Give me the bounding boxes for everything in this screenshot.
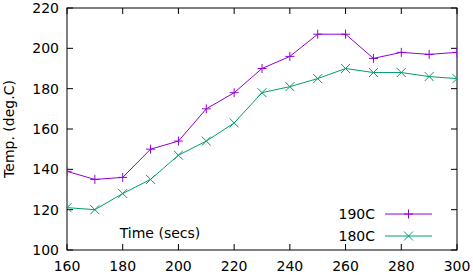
x-tick-mirror	[401, 8, 402, 14]
y-tick	[67, 129, 73, 130]
chart: 160 180 200 220 240 260 280 300 100 120 140 160 180 2…	[0, 0, 473, 278]
x-tick-label: 260	[332, 258, 359, 274]
x-tick-label: 240	[276, 258, 303, 274]
point	[313, 30, 322, 39]
point	[258, 88, 267, 97]
point	[146, 175, 155, 184]
y-tick	[67, 169, 73, 170]
x-tick-mirror	[178, 8, 179, 14]
plot-data	[67, 30, 457, 214]
point	[118, 173, 127, 182]
point	[118, 189, 127, 198]
legend-marker	[404, 232, 413, 241]
series-line	[67, 34, 457, 179]
x-tick-label: 220	[221, 258, 248, 274]
x-tick-label: 280	[388, 258, 415, 274]
point	[341, 30, 350, 39]
x-tick-label: 180	[109, 258, 136, 274]
y-tick-mirror	[451, 129, 457, 130]
x-tick-mirror	[289, 8, 290, 14]
point	[230, 88, 239, 97]
point	[313, 74, 322, 83]
x-tick-mirror	[122, 8, 123, 14]
plot-frame	[67, 8, 457, 250]
point	[230, 118, 239, 127]
x-tick	[345, 244, 346, 250]
legend: 190C 180C	[339, 206, 433, 244]
point	[285, 82, 294, 91]
x-tick-label: 200	[165, 258, 192, 274]
point	[258, 64, 267, 73]
point	[90, 175, 99, 184]
y-axis-label: Temp. (deg.C)	[1, 80, 17, 179]
y-tick-label: 220	[32, 0, 59, 16]
point	[369, 54, 378, 63]
y-tick-label: 120	[32, 202, 59, 218]
point	[202, 104, 211, 113]
point	[397, 48, 406, 57]
legend-marker	[404, 210, 413, 219]
point	[174, 137, 183, 146]
y-tick	[67, 48, 73, 49]
x-tick	[234, 244, 235, 250]
point	[453, 48, 458, 57]
series-line	[67, 69, 457, 210]
y-tick-label: 160	[32, 121, 59, 137]
x-tick-mirror	[345, 8, 346, 14]
point	[174, 151, 183, 160]
point	[285, 52, 294, 61]
point	[425, 50, 434, 59]
y-tick-label: 180	[32, 81, 59, 97]
y-tick-label: 200	[32, 40, 59, 56]
point	[67, 167, 72, 176]
point	[453, 74, 458, 83]
x-tick-label: 160	[54, 258, 81, 274]
x-tick-mirror	[234, 8, 235, 14]
point	[67, 203, 72, 212]
point	[369, 68, 378, 77]
y-tick-mirror	[451, 88, 457, 89]
x-tick	[122, 244, 123, 250]
legend-label: 180C	[339, 228, 376, 244]
x-tick	[401, 244, 402, 250]
point	[397, 68, 406, 77]
y-tick-label: 140	[32, 161, 59, 177]
point	[341, 64, 350, 73]
y-tick	[67, 88, 73, 89]
legend-label: 190C	[339, 206, 376, 222]
y-tick-mirror	[451, 169, 457, 170]
x-axis-label: Time (secs)	[119, 225, 201, 241]
x-tick-label: 300	[444, 258, 471, 274]
y-tick-label: 100	[32, 242, 59, 258]
y-tick-mirror	[451, 48, 457, 49]
x-tick	[289, 244, 290, 250]
x-tick	[178, 244, 179, 250]
point	[90, 205, 99, 214]
point	[202, 137, 211, 146]
y-tick-mirror	[451, 209, 457, 210]
point	[146, 145, 155, 154]
point	[425, 72, 434, 81]
